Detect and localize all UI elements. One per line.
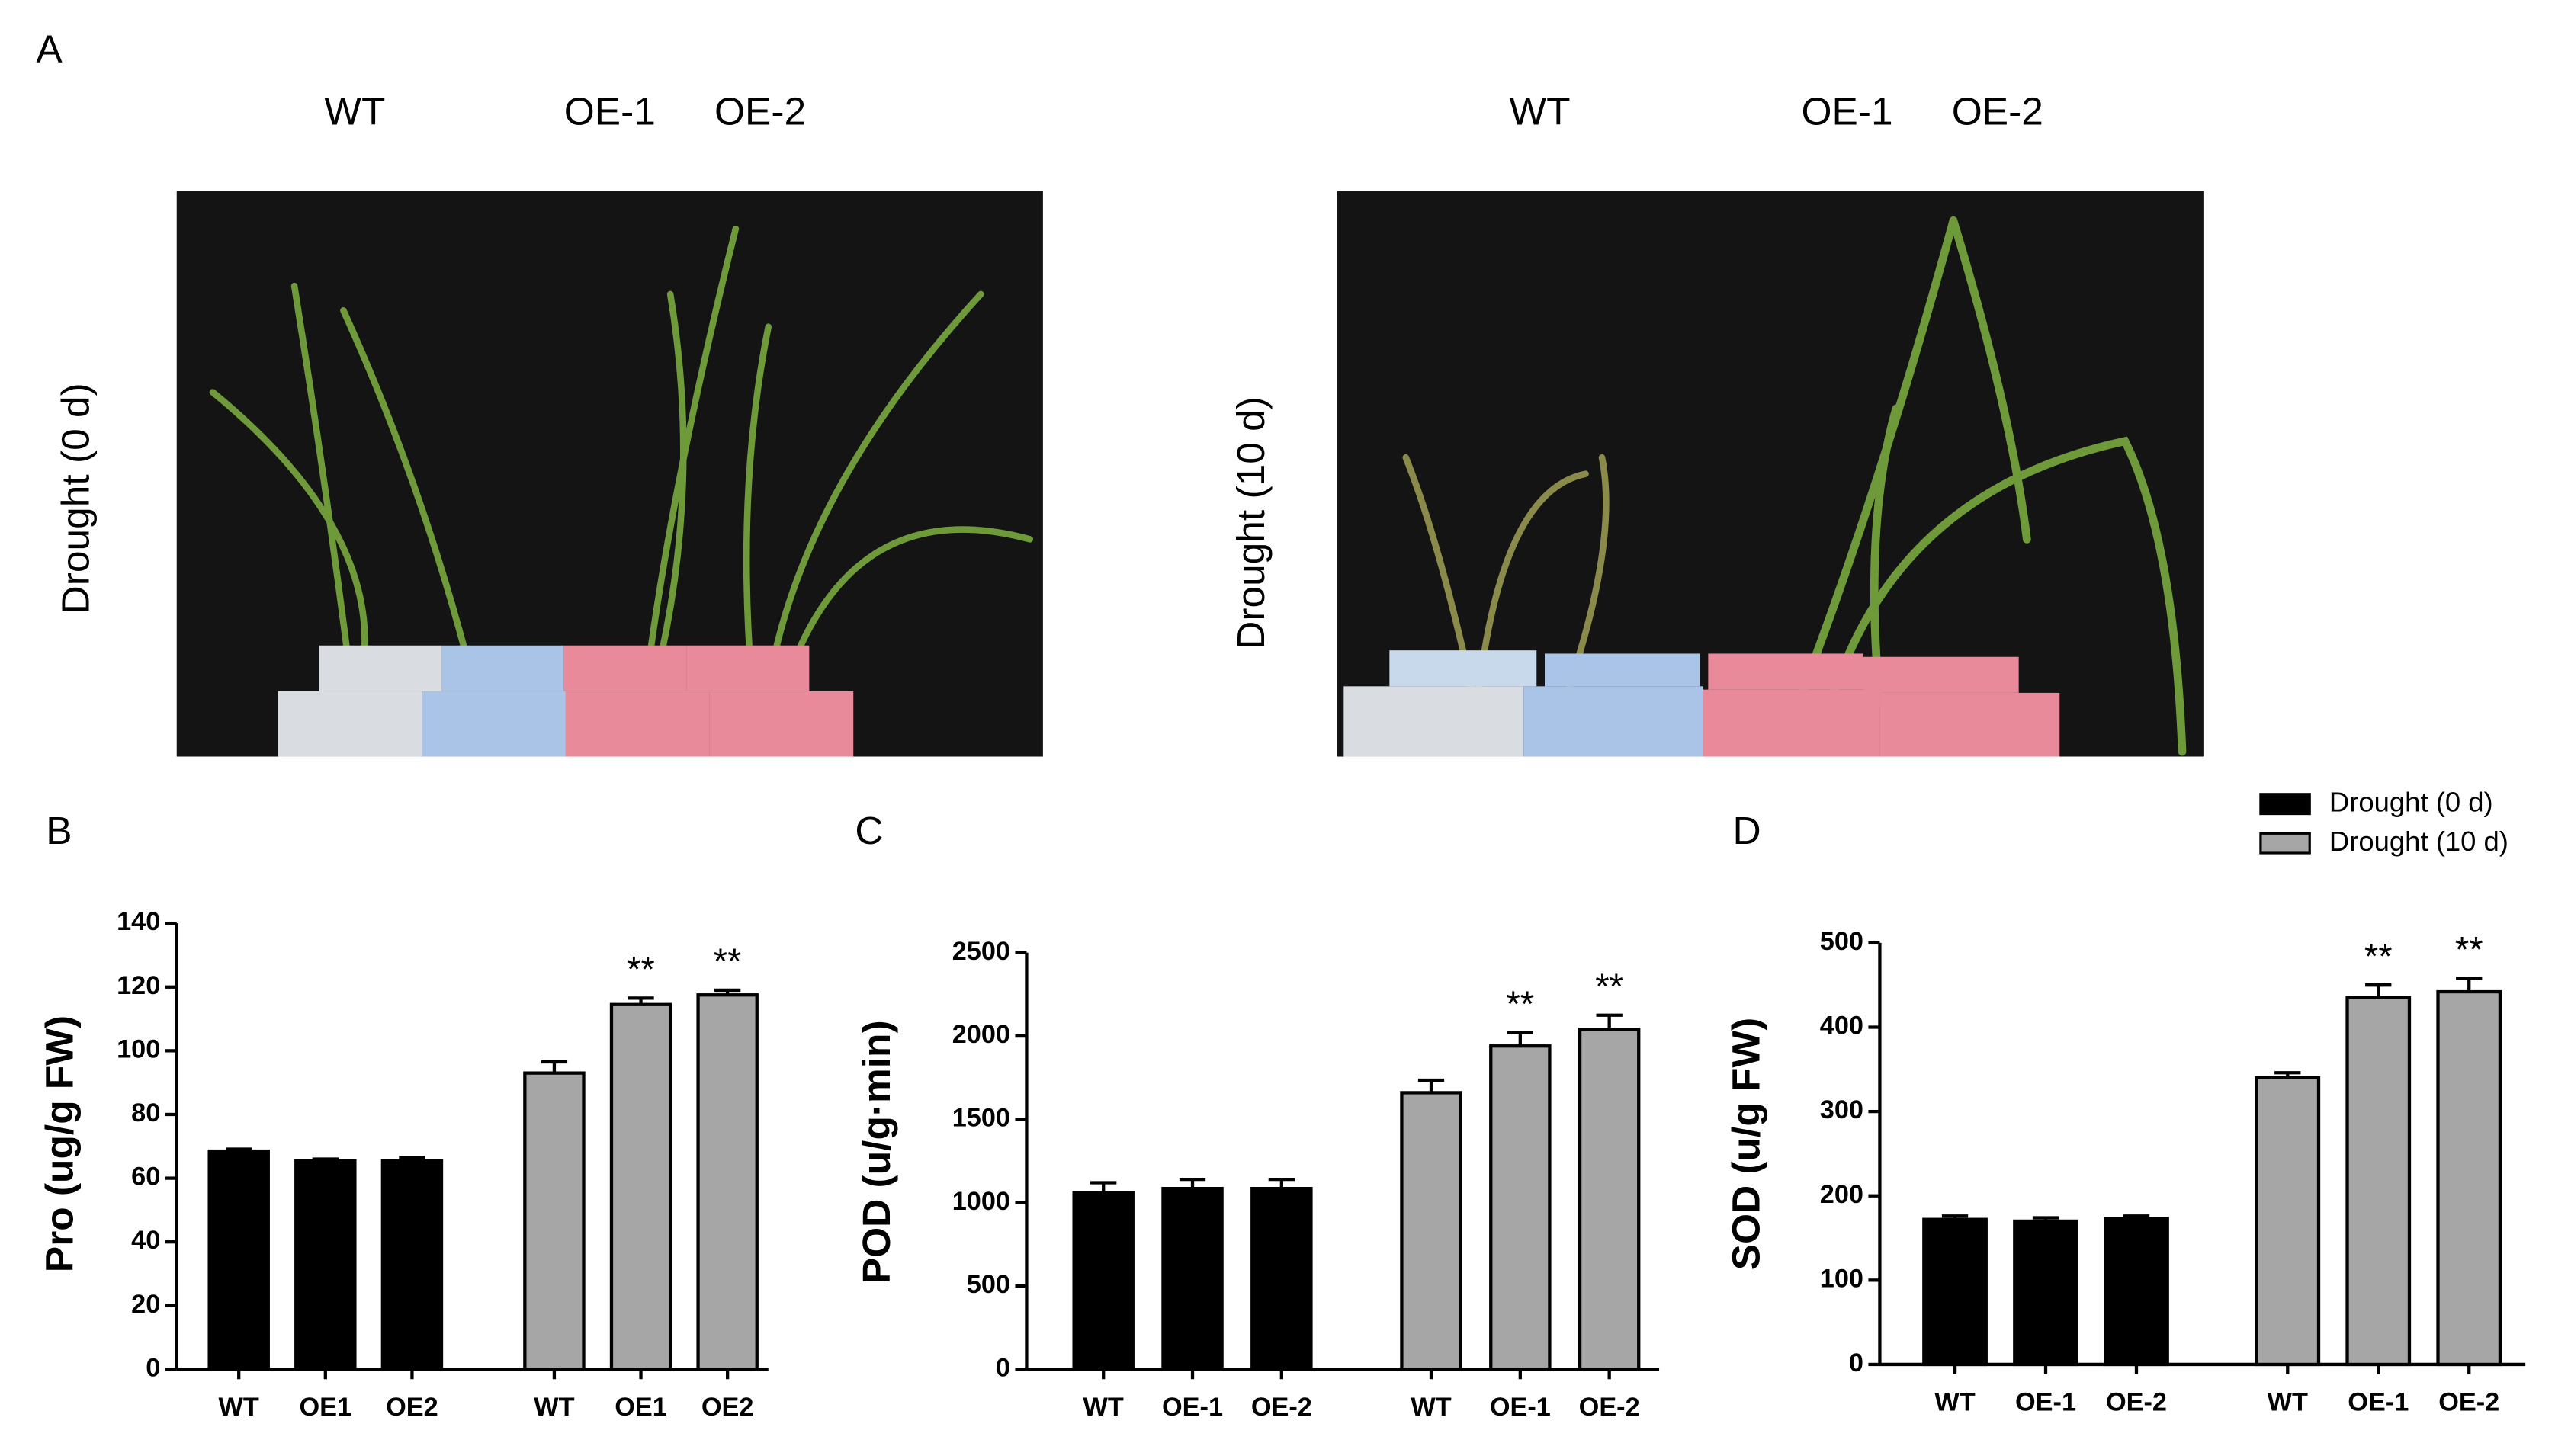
y-tick-label: 500 bbox=[1820, 927, 1863, 956]
photo bbox=[1337, 191, 2204, 757]
x-tick-label: OE-1 bbox=[2348, 1387, 2409, 1416]
bar bbox=[523, 1071, 586, 1371]
bar bbox=[609, 1002, 672, 1371]
y-axis-title: SOD (u/g FW) bbox=[1724, 1018, 1768, 1270]
significance-label: ** bbox=[627, 949, 655, 989]
x-tick-label: OE-2 bbox=[2106, 1387, 2167, 1416]
x-tick-label: OE2 bbox=[701, 1393, 754, 1422]
panel-label: A bbox=[36, 27, 63, 71]
significance-label: ** bbox=[1595, 966, 1623, 1006]
panel-label: D bbox=[1733, 808, 1761, 852]
photo-label: OE-2 bbox=[714, 89, 806, 133]
x-tick-label: WT bbox=[1411, 1393, 1451, 1422]
bar bbox=[1072, 1191, 1135, 1371]
bar bbox=[696, 993, 759, 1371]
y-tick-label: 1000 bbox=[952, 1187, 1010, 1216]
bar bbox=[1922, 1217, 1988, 1367]
y-tick-label: 2500 bbox=[952, 937, 1010, 966]
bar bbox=[1250, 1187, 1313, 1371]
photo-label: OE-1 bbox=[1802, 89, 1893, 133]
x-tick-label: OE1 bbox=[615, 1393, 667, 1422]
photo-label: WT bbox=[324, 89, 385, 133]
bar bbox=[1161, 1187, 1224, 1371]
x-tick-label: OE1 bbox=[300, 1393, 352, 1422]
photo-label: OE-2 bbox=[1952, 89, 2043, 133]
y-tick-label: 2000 bbox=[952, 1020, 1010, 1049]
bar bbox=[2436, 989, 2502, 1367]
x-tick-label: WT bbox=[534, 1393, 574, 1422]
y-tick-label: 80 bbox=[131, 1098, 160, 1127]
y-tick-label: 0 bbox=[146, 1353, 160, 1382]
legend-swatch bbox=[2259, 793, 2311, 816]
legend-swatch bbox=[2259, 832, 2311, 855]
y-axis-title: POD (u/g·min) bbox=[854, 1020, 898, 1284]
bar bbox=[2013, 1219, 2078, 1367]
x-tick-label: OE-2 bbox=[2438, 1387, 2499, 1416]
x-tick-label: OE2 bbox=[386, 1393, 438, 1422]
y-tick-label: 400 bbox=[1820, 1012, 1863, 1041]
bar bbox=[380, 1159, 444, 1371]
bar bbox=[207, 1149, 270, 1371]
x-tick-label: OE-1 bbox=[1162, 1393, 1223, 1422]
y-axis-title: Pro (ug/g FW) bbox=[37, 1015, 81, 1272]
y-tick-label: 100 bbox=[117, 1034, 160, 1063]
photo-label: OE-1 bbox=[564, 89, 656, 133]
y-tick-label: 200 bbox=[1820, 1180, 1863, 1209]
bar bbox=[1400, 1091, 1462, 1371]
photo-label: WT bbox=[1510, 89, 1571, 133]
bar bbox=[1578, 1028, 1641, 1371]
y-tick-label: 20 bbox=[131, 1290, 160, 1319]
x-tick-label: OE-2 bbox=[1251, 1393, 1312, 1422]
photo-condition: Drought (0 d) bbox=[53, 383, 98, 614]
legend-label: Drought (0 d) bbox=[2329, 786, 2493, 817]
bar bbox=[294, 1159, 357, 1371]
y-tick-label: 500 bbox=[967, 1270, 1010, 1299]
y-tick-label: 40 bbox=[131, 1226, 160, 1255]
bar bbox=[2255, 1076, 2321, 1367]
y-tick-label: 100 bbox=[1820, 1264, 1863, 1293]
y-tick-label: 0 bbox=[1849, 1349, 1863, 1377]
x-tick-label: WT bbox=[1934, 1387, 1975, 1416]
y-tick-label: 140 bbox=[117, 907, 160, 936]
y-tick-label: 300 bbox=[1820, 1095, 1863, 1124]
y-tick-label: 1500 bbox=[952, 1103, 1010, 1132]
x-tick-label: OE-2 bbox=[1579, 1393, 1640, 1422]
photo-condition: Drought (10 d) bbox=[1228, 396, 1273, 649]
y-tick-label: 120 bbox=[117, 971, 160, 1000]
bar bbox=[2104, 1217, 2169, 1367]
bar bbox=[2345, 996, 2412, 1367]
significance-label: ** bbox=[2455, 929, 2483, 970]
significance-label: ** bbox=[714, 941, 742, 981]
x-tick-label: WT bbox=[1083, 1393, 1124, 1422]
x-tick-label: OE-1 bbox=[2015, 1387, 2076, 1416]
legend-label: Drought (10 d) bbox=[2329, 826, 2508, 857]
y-tick-label: 60 bbox=[131, 1163, 160, 1191]
y-tick-label: 0 bbox=[996, 1353, 1010, 1382]
significance-label: ** bbox=[2364, 935, 2393, 976]
panel-label: C bbox=[855, 808, 883, 852]
x-tick-label: OE-1 bbox=[1490, 1393, 1551, 1422]
photo bbox=[176, 191, 1043, 757]
significance-label: ** bbox=[1506, 983, 1534, 1024]
x-tick-label: WT bbox=[2268, 1387, 2308, 1416]
bar bbox=[1489, 1044, 1552, 1371]
panel-label: B bbox=[46, 808, 72, 852]
x-tick-label: WT bbox=[219, 1393, 259, 1422]
